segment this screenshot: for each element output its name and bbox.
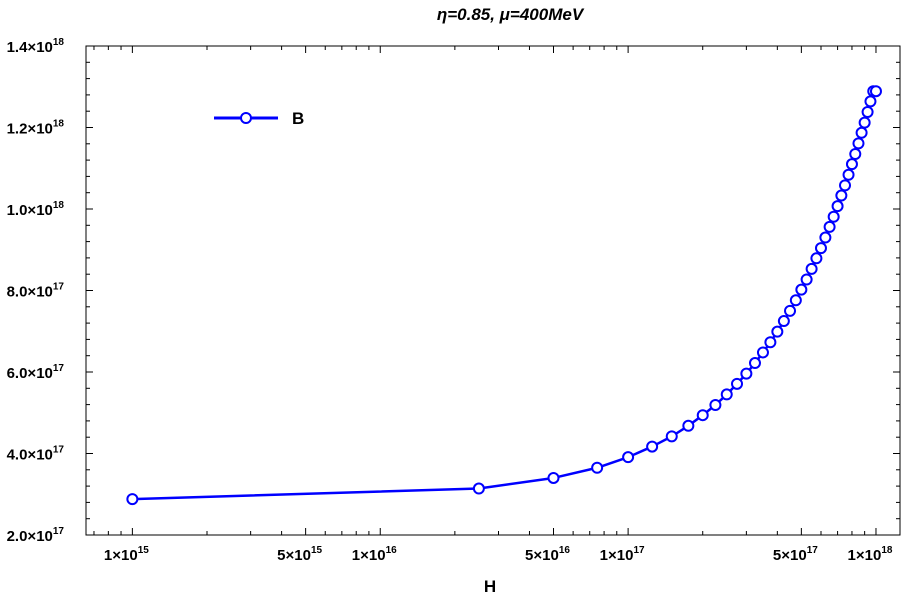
x-tick-exponent: 16	[386, 545, 398, 556]
data-point	[864, 95, 877, 108]
x-tick-label: 5×1015	[277, 545, 322, 564]
series-line-B	[132, 89, 876, 501]
data-point	[720, 388, 733, 401]
legend-label: B	[292, 109, 304, 128]
data-point	[731, 377, 744, 390]
data-point	[784, 304, 797, 317]
data-point	[622, 451, 635, 464]
data-point	[740, 367, 753, 380]
x-tick-exponent: 17	[807, 545, 819, 556]
y-axis: 2.0×1017 4.0×1017 6.0×1017 8.0×1017 1.0×1018…	[7, 37, 900, 545]
y-tick-exponent: 17	[53, 445, 65, 456]
data-point	[795, 283, 808, 296]
data-point	[835, 189, 848, 202]
x-tick-exponent: 15	[138, 545, 150, 556]
data-point	[696, 409, 709, 422]
y-tick-label: 1.0×1018	[7, 200, 65, 219]
data-point	[827, 210, 840, 223]
data-point	[472, 482, 485, 495]
y-tick-exponent: 18	[53, 200, 65, 211]
data-point	[789, 294, 802, 307]
x-tick-label: 5×1016	[525, 545, 570, 564]
y-tick-label: 1.2×1018	[7, 119, 65, 138]
y-tick-label: 4.0×1017	[7, 445, 65, 464]
data-point	[646, 440, 659, 453]
data-point	[682, 419, 695, 432]
y-tick-exponent: 17	[53, 363, 65, 374]
legend: B	[214, 109, 304, 128]
x-tick-exponent: 15	[311, 545, 323, 556]
x-tick-exponent: 18	[881, 545, 893, 556]
data-point	[831, 200, 844, 213]
series-layer	[126, 85, 882, 506]
x-axis-label: H	[484, 577, 496, 596]
y-tick-exponent: 17	[53, 526, 65, 537]
data-point	[665, 430, 678, 443]
data-point	[858, 116, 871, 129]
data-point	[777, 315, 790, 328]
plot-frame	[85, 45, 901, 536]
y-tick-label: 8.0×1017	[7, 282, 65, 301]
data-point	[748, 357, 761, 370]
data-point	[849, 147, 862, 160]
data-point	[814, 242, 827, 255]
data-point	[845, 158, 858, 171]
data-point	[861, 106, 874, 119]
chart-title: η=0.85, μ=400MeV	[437, 5, 585, 24]
x-tick-label: 1×1018	[848, 545, 893, 564]
x-tick-exponent: 17	[633, 545, 645, 556]
x-tick-label: 1×1016	[352, 545, 397, 564]
x-axis: 1×1015 5×1015 1×1016 5×1016 1×1017 5×1017 1×10…	[93, 46, 893, 564]
y-tick-label: 6.0×1017	[7, 363, 65, 382]
y-tick-exponent: 17	[53, 282, 65, 293]
data-point	[842, 168, 855, 181]
data-point	[547, 471, 560, 484]
y-tick-exponent: 18	[53, 119, 65, 130]
data-point	[810, 252, 823, 265]
x-tick-exponent: 16	[559, 545, 571, 556]
data-point	[764, 336, 777, 349]
x-tick-label: 5×1017	[773, 545, 818, 564]
data-point	[771, 325, 784, 338]
data-point	[800, 273, 813, 286]
x-tick-label: 1×1017	[600, 545, 645, 564]
data-point	[805, 262, 818, 275]
data-point	[756, 346, 769, 359]
data-point	[839, 179, 852, 192]
data-point	[869, 85, 882, 98]
y-tick-exponent: 18	[53, 37, 65, 48]
x-tick-label: 1×1015	[104, 545, 149, 564]
legend-marker	[240, 112, 252, 124]
data-point	[591, 461, 604, 474]
data-point	[819, 231, 832, 244]
data-point	[852, 137, 865, 150]
y-tick-label: 1.4×1018	[7, 37, 65, 56]
y-tick-label: 2.0×1017	[7, 526, 65, 545]
data-point	[709, 399, 722, 412]
data-point	[126, 493, 139, 506]
data-point	[855, 126, 868, 139]
data-point	[823, 220, 836, 233]
